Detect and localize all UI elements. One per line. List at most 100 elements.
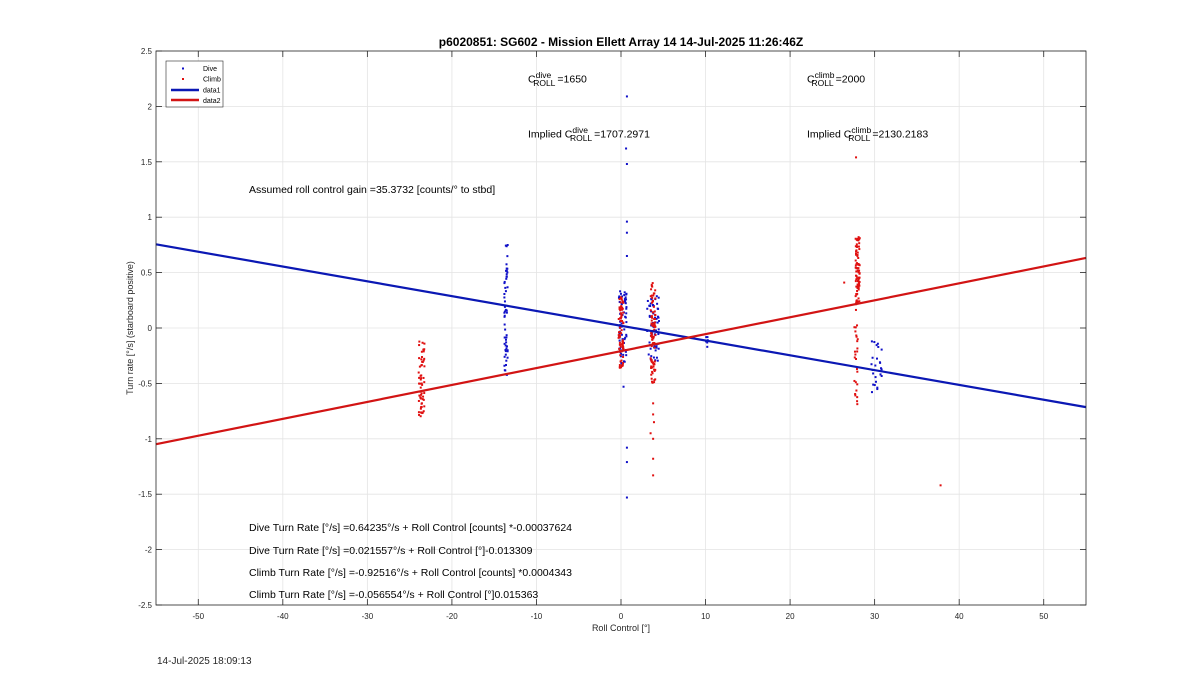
dive-point xyxy=(625,354,628,357)
climb-point xyxy=(856,338,859,341)
climb-point xyxy=(650,333,653,336)
climb-point xyxy=(418,394,421,397)
implied-dive-value: =1707.2971 xyxy=(594,128,650,141)
climb-point xyxy=(420,402,423,405)
climb-point xyxy=(417,411,420,414)
climb-point xyxy=(622,345,625,348)
c-climb-subscript: ROLL xyxy=(811,77,834,88)
climb-point xyxy=(858,272,861,275)
dive-point xyxy=(620,361,623,364)
x-tick-label: -50 xyxy=(192,612,204,621)
y-tick-label: -1.5 xyxy=(138,490,152,499)
dive-point xyxy=(876,388,879,391)
dive-point xyxy=(504,349,507,352)
climb-point xyxy=(650,288,653,291)
y-tick-label: 0.5 xyxy=(141,269,153,278)
dive-point xyxy=(625,496,628,499)
dive-point xyxy=(505,359,508,362)
climb-point xyxy=(856,340,859,343)
dive-point xyxy=(504,350,507,353)
climb-point xyxy=(419,397,422,400)
climb-point xyxy=(653,317,656,320)
climb-point xyxy=(653,324,656,327)
dive-point xyxy=(618,339,621,342)
climb-point xyxy=(423,405,426,408)
dive-point xyxy=(652,356,655,359)
climb-point xyxy=(653,328,656,331)
data1-line xyxy=(155,243,1087,409)
dive-point xyxy=(505,277,508,280)
climb-point xyxy=(621,363,624,366)
dive-point xyxy=(503,296,506,299)
climb-point xyxy=(654,313,657,316)
dive-point xyxy=(505,345,508,348)
annotation-climb-fit-counts: Climb Turn Rate [°/s] =-0.92516°/s + Rol… xyxy=(249,567,572,579)
y-tick-label: 2.5 xyxy=(141,47,153,56)
climb-point xyxy=(420,382,423,385)
dive-point xyxy=(649,302,652,305)
dive-point xyxy=(624,350,627,353)
climb-point xyxy=(854,381,857,384)
climb-point xyxy=(856,350,859,353)
dive-point xyxy=(503,280,506,283)
climb-point xyxy=(855,270,858,273)
climb-point xyxy=(422,350,425,353)
dive-point xyxy=(503,336,506,339)
climb-point xyxy=(649,295,652,298)
climb-point xyxy=(652,292,655,295)
climb-point xyxy=(854,394,857,397)
dive-point xyxy=(505,311,508,314)
annotation-dive-fit-degrees: Dive Turn Rate [°/s] =0.021557°/s + Roll… xyxy=(249,545,533,557)
climb-point xyxy=(650,359,653,362)
x-tick-label: -40 xyxy=(277,612,289,621)
c-climb-superscript: climb xyxy=(814,70,835,80)
dive-point xyxy=(648,304,651,307)
dive-point xyxy=(650,310,653,313)
dive-point xyxy=(505,336,508,339)
climb-point xyxy=(652,305,655,308)
climb-point xyxy=(418,413,421,416)
dive-point xyxy=(625,446,628,449)
climb-point xyxy=(651,366,654,369)
climb-point xyxy=(654,297,657,300)
climb-point xyxy=(423,357,426,360)
dive-point xyxy=(654,359,657,362)
climb-point xyxy=(858,280,861,283)
dive-point xyxy=(625,147,628,150)
dive-point xyxy=(504,344,507,347)
climb-point xyxy=(856,255,859,258)
climb-point xyxy=(418,376,421,379)
dive-point xyxy=(505,273,508,276)
dive-point xyxy=(656,315,659,318)
climb-point xyxy=(652,421,655,424)
x-tick-label: -30 xyxy=(362,612,374,621)
climb-point xyxy=(854,252,857,255)
dive-point xyxy=(504,338,507,341)
dive-point xyxy=(620,352,623,355)
dive-point xyxy=(625,333,628,336)
climb-point xyxy=(853,379,856,382)
climb-point xyxy=(651,282,654,285)
legend-label-dive: Dive xyxy=(203,66,217,73)
dive-point xyxy=(657,307,660,310)
dive-point xyxy=(506,350,509,353)
climb-point xyxy=(855,389,858,392)
dive-point xyxy=(623,299,626,302)
climb-point xyxy=(858,237,861,240)
dive-point xyxy=(648,341,651,344)
climb-point xyxy=(855,245,858,248)
climb-point xyxy=(618,365,621,368)
implied-climb-prefix: Implied xyxy=(807,128,844,141)
climb-point xyxy=(423,365,426,368)
climb-point xyxy=(654,289,657,292)
dive-point xyxy=(880,348,883,351)
climb-point xyxy=(651,380,654,383)
dive-point xyxy=(655,317,658,320)
climb-point xyxy=(422,359,425,362)
climb-point xyxy=(854,330,857,333)
data2-line xyxy=(155,256,1087,446)
implied-dive-prefix: Implied xyxy=(528,128,565,141)
dive-point xyxy=(879,361,882,364)
climb-point xyxy=(418,365,421,368)
